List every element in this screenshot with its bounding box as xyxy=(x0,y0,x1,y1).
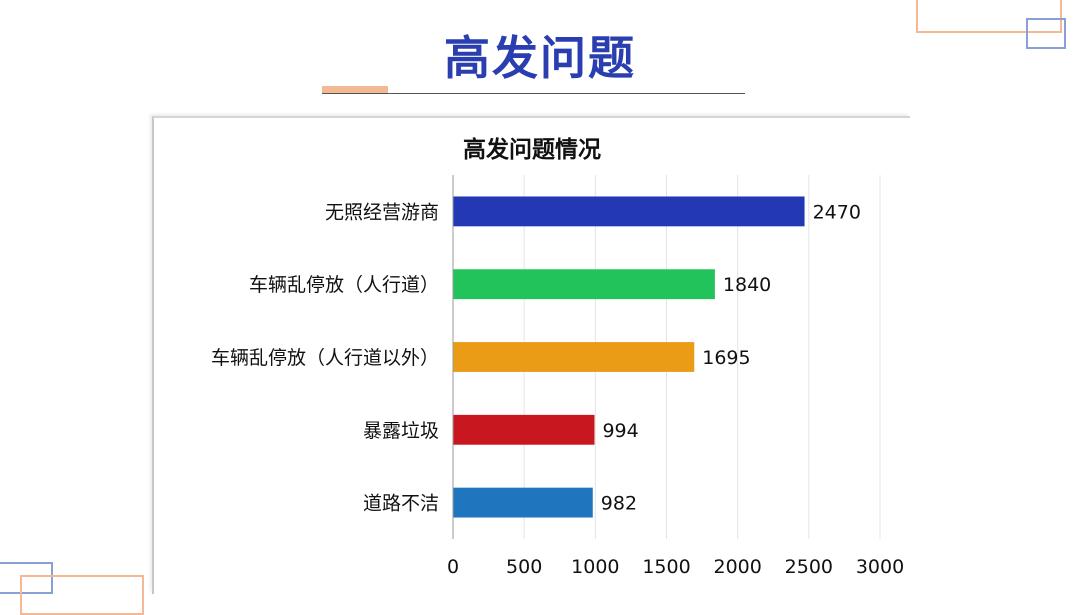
bar xyxy=(453,196,805,227)
corner-frame-top-right-orange xyxy=(916,0,1062,33)
data-label: 982 xyxy=(601,493,637,515)
bar xyxy=(453,269,715,300)
data-label: 1695 xyxy=(702,347,750,369)
title-accent-bar xyxy=(322,86,388,93)
category-label: 车辆乱停放（人行道以外） xyxy=(211,347,439,369)
x-tick-label: 2500 xyxy=(785,556,833,578)
bars xyxy=(453,196,805,518)
corner-frame-top-right-blue xyxy=(1026,18,1066,49)
x-tick-label: 2000 xyxy=(713,556,761,578)
data-label: 2470 xyxy=(813,201,861,223)
x-tick-label: 1000 xyxy=(571,556,619,578)
x-tick-label: 1500 xyxy=(642,556,690,578)
bar xyxy=(453,414,595,445)
chart-panel: 0 500 1000 1500 2000 2500 3000 无照经营游商 2470 车辆乱停放（… xyxy=(152,116,910,594)
bar-chart: 0 500 1000 1500 2000 2500 3000 无照经营游商 2470 车辆乱停放（… xyxy=(211,175,904,578)
corner-frame-bottom-left-orange xyxy=(20,575,144,615)
category-label: 暴露垃圾 xyxy=(363,420,439,442)
labels: 0 500 1000 1500 2000 2500 3000 无照经营游商 2470 车辆乱停放（… xyxy=(211,201,904,578)
category-label: 道路不洁 xyxy=(363,493,439,515)
title-underline xyxy=(322,93,745,94)
category-label: 无照经营游商 xyxy=(325,201,439,223)
x-tick-label: 3000 xyxy=(856,556,904,578)
slide-title: 高发问题 xyxy=(444,31,636,85)
chart-title: 高发问题情况 xyxy=(463,137,601,163)
bar xyxy=(453,487,593,518)
corner-frame-bottom-left-blue xyxy=(0,562,53,594)
data-label: 994 xyxy=(602,420,638,442)
data-label: 1840 xyxy=(723,274,771,296)
category-label: 车辆乱停放（人行道） xyxy=(249,274,439,296)
bar xyxy=(453,342,695,372)
x-tick-label: 0 xyxy=(447,556,459,578)
x-tick-label: 500 xyxy=(506,556,542,578)
